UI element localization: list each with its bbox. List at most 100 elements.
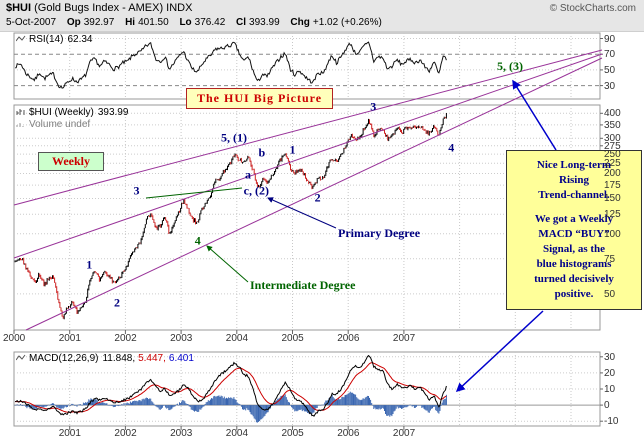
- rsi-axis-tick: 90: [604, 33, 616, 45]
- rsi-axis-tick: 30: [604, 80, 616, 92]
- rsi-line: [15, 41, 447, 89]
- macd-year-axis-label: 2001: [58, 428, 81, 439]
- elliott-wave-label: 4: [448, 140, 455, 155]
- elliott-wave-label: 5, (1): [221, 130, 247, 145]
- note-text-line: MACD “BUY”: [538, 228, 610, 240]
- year-axis-label: 2003: [170, 333, 193, 344]
- elliott-wave-label: 2: [114, 295, 121, 310]
- high-label: Hi: [125, 17, 136, 28]
- macd-label: MACD(12,26,9): [29, 353, 99, 364]
- elliott-wave-label: 1: [86, 257, 93, 272]
- price-axis-tick: 250: [604, 149, 621, 161]
- intermediate-degree-label: Intermediate Degree: [250, 278, 356, 292]
- note-text-line: blue histograms: [536, 258, 612, 270]
- commentary-note-box: Nice Long-term Rising Trend-channel. We got…: [506, 150, 642, 310]
- year-axis-label: 2005: [281, 333, 304, 344]
- note-to-macd-arrow: [455, 310, 544, 393]
- note-text-line: Nice Long-term: [536, 159, 612, 171]
- open-label: Op: [66, 17, 81, 28]
- year-axis-label: 2000: [3, 333, 26, 344]
- rsi-axis-tick: 70: [604, 49, 616, 61]
- price-axis-tick: 100: [604, 228, 621, 240]
- primary-degree-arrow: [267, 197, 337, 229]
- year-axis-label: 2007: [392, 333, 416, 344]
- note-text-line: We got a Weekly: [534, 213, 614, 225]
- note-text-line: positive.: [554, 288, 594, 300]
- wave-target-label: 5, (3): [497, 59, 523, 73]
- price-value: 393.99: [97, 107, 129, 118]
- price-axis-tick: 125: [604, 209, 621, 221]
- macd-year-axis-label: 2004: [225, 428, 249, 439]
- macd-hist-value: 6.401: [168, 353, 194, 364]
- open-value: 392.97: [83, 17, 115, 28]
- price-axis-tick: 300: [604, 133, 621, 145]
- low-value: 376.42: [194, 17, 226, 28]
- price-legend: $HUI (Weekly) 393.99: [16, 107, 128, 118]
- price-axis-tick: 350: [604, 119, 621, 131]
- note-text-line: Trend-channel.: [538, 189, 610, 201]
- year-axis-label: 2001: [58, 333, 81, 344]
- price-axis-tick: 400: [604, 108, 621, 120]
- price-axis-tick: 200: [604, 168, 621, 180]
- elliott-wave-label: b: [258, 145, 266, 160]
- ticker-name: (Gold Bugs Index - AMEX) INDX: [31, 2, 193, 14]
- macd-axis-tick: 30: [604, 351, 616, 363]
- high-value: 401.50: [138, 17, 169, 28]
- macd-axis-tick: 10: [604, 384, 616, 395]
- change-value: +1.02 (+0.26%): [312, 17, 382, 28]
- quote-date: 5-Oct-2007: [6, 17, 57, 28]
- macd-year-axis-label: 2003: [170, 428, 193, 439]
- macd-year-axis-label: 2007: [392, 428, 416, 439]
- note-to-target-arrow: [512, 79, 557, 151]
- volume-indicator-icon: [16, 123, 24, 127]
- volume-label: Volume undef: [29, 119, 91, 130]
- elliott-wave-label: 3: [370, 99, 377, 114]
- rsi-axis-tick: 50: [604, 64, 616, 76]
- elliott-wave-label: 2: [314, 190, 321, 205]
- change-label: Chg: [290, 17, 310, 28]
- ticker-symbol: $HUI: [6, 2, 32, 14]
- macd-signal-value: 5.447,: [138, 353, 166, 364]
- macd-histogram: [14, 391, 447, 423]
- rsi-legend: RSI(14) 62.34: [16, 34, 92, 45]
- elliott-wave-label: a: [244, 167, 251, 182]
- trend-channel-lines: [13, 49, 603, 331]
- price-axis-tick: 150: [604, 193, 621, 205]
- note-text-line: Signal, as the: [542, 243, 606, 255]
- price-axis-tick: 275: [604, 140, 621, 152]
- weekly-badge: Weekly: [38, 152, 104, 171]
- quote-line: 5-Oct-2007 Op 392.97 Hi 401.50 Lo 376.42 Cl…: [6, 17, 382, 28]
- rsi-value: 62.34: [67, 34, 93, 45]
- macd-signal-line: [15, 362, 447, 413]
- intermediate-degree-arrow: [206, 245, 249, 283]
- price-label: $HUI (Weekly): [29, 107, 94, 118]
- close-value: 393.99: [249, 17, 280, 28]
- price-indicator-icon: [16, 109, 25, 115]
- chart-title: $HUI (Gold Bugs Index - AMEX) INDX: [6, 2, 192, 14]
- rsi-label: RSI(14): [29, 34, 64, 45]
- elliott-wave-label: c, (2): [243, 183, 269, 198]
- note-text-line: turned decisively: [534, 273, 614, 285]
- big-picture-title: The HUI Big Picture: [186, 88, 334, 109]
- macd-axis-tick: -10: [604, 416, 619, 428]
- macd-indicator-icon: [16, 354, 26, 361]
- low-label: Lo: [179, 17, 192, 28]
- price-axis-tick: 75: [604, 253, 616, 265]
- price-axis-tick: 225: [604, 158, 621, 170]
- primary-degree-label: Primary Degree: [338, 226, 421, 240]
- support-trendline: [145, 187, 243, 199]
- volume-legend: Volume undef: [16, 119, 90, 130]
- close-label: Cl: [236, 17, 247, 28]
- year-axis-label: 2006: [337, 333, 360, 344]
- price-axis-tick: 175: [604, 180, 621, 192]
- year-axis-label: 2004: [225, 333, 249, 344]
- macd-year-axis-label: 2006: [337, 428, 360, 439]
- source-credit: © StockCharts.com: [549, 3, 636, 14]
- macd-year-axis-label: 2005: [281, 428, 304, 439]
- elliott-wave-label: 3: [133, 183, 140, 198]
- elliott-wave-label: 1: [289, 142, 296, 157]
- price-axis-tick: 50: [604, 288, 616, 300]
- macd-year-axis-label: 2002: [114, 428, 137, 439]
- macd-line: [14, 354, 447, 417]
